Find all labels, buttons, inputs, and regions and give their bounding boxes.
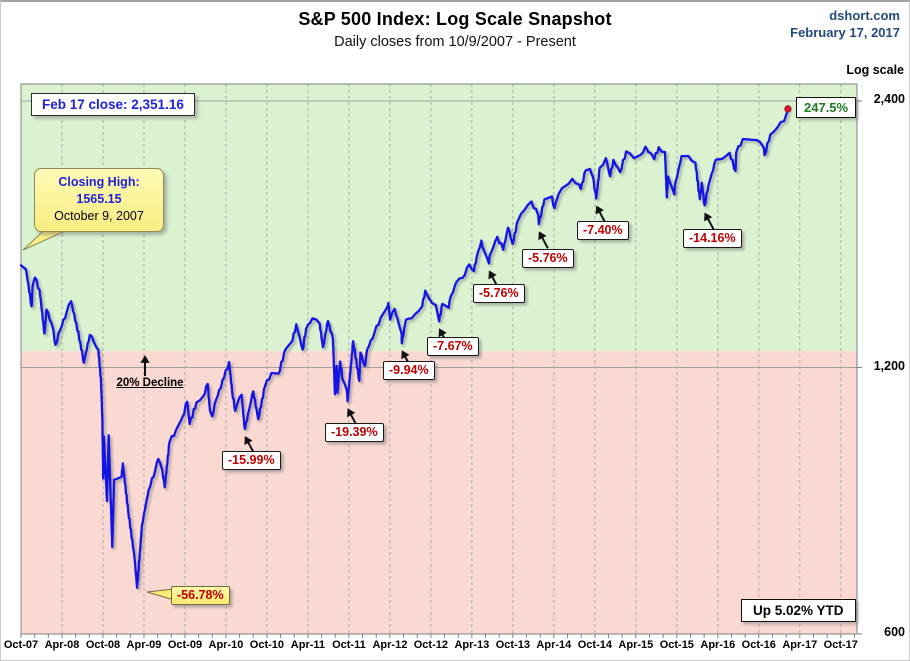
drawdown-label: -56.78% — [171, 586, 230, 605]
closing-high-date: October 9, 2007 — [54, 208, 144, 223]
as-of-date: February 17, 2017 — [790, 25, 900, 40]
x-axis-label: Apr-16 — [700, 639, 736, 651]
x-axis-label: Apr-10 — [208, 639, 244, 651]
page-title: S&P 500 Index: Log Scale Snapshot — [298, 9, 612, 29]
drawdown-label: -9.94% — [383, 361, 435, 380]
x-axis-label: Apr-08 — [44, 639, 80, 651]
x-axis-label: Oct-13 — [495, 639, 530, 651]
closing-high-title: Closing High: — [58, 175, 140, 189]
total-gain-badge: 247.5% — [796, 97, 857, 118]
drawdown-label: -15.99% — [222, 451, 281, 470]
x-axis-label: Apr-14 — [536, 639, 572, 651]
y-axis-label: 2,400 — [873, 92, 905, 106]
x-axis-label: Apr-13 — [454, 639, 490, 651]
x-axis-label: Oct-07 — [3, 639, 39, 651]
x-axis-label: Apr-12 — [372, 639, 408, 651]
x-axis-label: Oct-12 — [413, 639, 448, 651]
x-axis-label: Oct-09 — [167, 639, 203, 651]
ytd-badge: Up 5.02% YTD — [741, 599, 856, 622]
x-axis-label: Oct-16 — [741, 639, 776, 651]
drawdown-label: -7.40% — [577, 221, 629, 240]
y-axis-label: 1,200 — [873, 358, 905, 373]
x-axis-label: Oct-14 — [577, 639, 612, 651]
x-axis-label: Oct-10 — [249, 639, 285, 651]
decline-threshold-label: 20% Decline — [116, 377, 184, 389]
log-scale-label: Log scale — [846, 63, 904, 77]
closing-high-value: 1565.15 — [76, 191, 122, 206]
drawdown-label: -19.39% — [325, 423, 384, 442]
x-axis-label: Oct-17 — [823, 639, 858, 651]
x-axis-label: Oct-08 — [85, 639, 121, 651]
x-axis-label: Apr-11 — [290, 639, 326, 651]
source-site: dshort.com — [829, 8, 900, 23]
drawdown-label: -7.67% — [427, 337, 479, 356]
x-axis-label: Apr-17 — [782, 639, 818, 651]
drawdown-label: -14.16% — [683, 229, 742, 248]
closing-high-callout: Closing High: 1565.15 October 9, 2007 — [34, 168, 164, 232]
x-axis-label: Oct-15 — [659, 639, 694, 651]
x-axis-label: Oct-11 — [332, 639, 366, 651]
drawdown-label: -5.76% — [522, 249, 574, 268]
y-axis-label: 600 — [884, 625, 905, 639]
page-subtitle: Daily closes from 10/9/2007 - Present — [334, 34, 576, 50]
x-axis-label: Apr-09 — [126, 639, 162, 651]
drawdown-label: -5.76% — [473, 284, 525, 303]
x-axis-label: Apr-15 — [618, 639, 654, 651]
latest-close-callout: Feb 17 close: 2,351.16 — [31, 93, 195, 116]
